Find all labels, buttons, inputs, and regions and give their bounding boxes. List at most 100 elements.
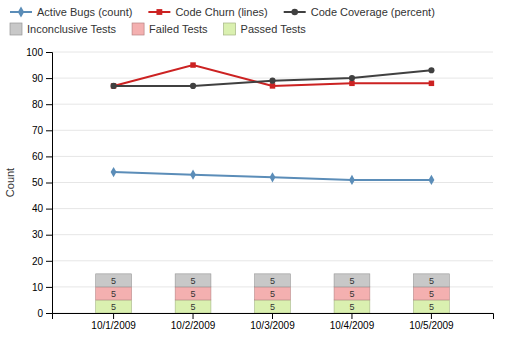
bar <box>96 300 132 313</box>
legend-label: Failed Tests <box>149 23 208 35</box>
legend-label: Code Coverage (percent) <box>311 6 435 18</box>
legend-item: Failed Tests <box>132 23 208 35</box>
bar <box>414 274 450 287</box>
tick-mark <box>46 183 52 184</box>
grid-line <box>52 156 493 157</box>
data-label: 5 <box>429 302 434 312</box>
tick-label: 90 <box>32 73 44 84</box>
tick: 0 <box>37 308 52 319</box>
bar <box>334 274 370 287</box>
tick-label: 20 <box>32 255 44 266</box>
data-label: 5 <box>270 289 275 299</box>
tick-mark <box>113 313 114 319</box>
legend-item: Code Coverage (percent) <box>284 6 435 18</box>
legend-item: Code Churn (lines) <box>148 6 267 18</box>
data-label: 5 <box>191 302 196 312</box>
bar <box>175 300 211 313</box>
grid-line <box>52 104 493 105</box>
legend-label: Inconclusive Tests <box>27 23 117 35</box>
tick-mark <box>46 52 52 53</box>
legend-marker <box>291 9 298 16</box>
data-label: 5 <box>191 289 196 299</box>
y-axis: 0 10 20 30 40 50 60 70 80 90 100 <box>26 47 52 319</box>
tick: 10/1/2009 <box>91 313 136 331</box>
tick-mark <box>431 313 432 319</box>
tick-mark <box>46 235 52 236</box>
data-label: 5 <box>111 302 116 312</box>
tick-label: 60 <box>32 151 44 162</box>
marker <box>190 170 196 180</box>
data-label: 5 <box>349 302 354 312</box>
tick-mark <box>46 104 52 105</box>
legend-label: Passed Tests <box>241 23 307 35</box>
x-axis: 10/1/200910/2/200910/3/200910/4/200910/5… <box>53 313 494 331</box>
data-label: 5 <box>349 289 354 299</box>
plot-marks <box>96 62 450 313</box>
marker <box>428 67 434 73</box>
bar <box>175 287 211 300</box>
tick-label: 0 <box>37 308 43 319</box>
tick: 100 <box>26 47 52 58</box>
tick: 60 <box>32 151 52 162</box>
bar <box>175 274 211 287</box>
tick: 90 <box>32 73 52 84</box>
grid-line <box>52 234 493 235</box>
tick-label: 10/1/2009 <box>91 320 136 331</box>
tick: 20 <box>32 255 52 266</box>
bar <box>414 287 450 300</box>
tick-label: 50 <box>32 177 44 188</box>
tick: 50 <box>32 177 52 188</box>
tick-mark <box>46 209 52 210</box>
tick-mark <box>46 156 52 157</box>
legend-swatch <box>132 23 144 35</box>
legend-label: Code Churn (lines) <box>175 6 267 18</box>
data-label: 5 <box>429 276 434 286</box>
tick-mark <box>46 130 52 131</box>
data-label: 5 <box>270 302 275 312</box>
marker <box>190 83 196 89</box>
bar <box>255 274 291 287</box>
marker <box>270 172 276 182</box>
tick: 30 <box>32 229 52 240</box>
legend-item: Active Bugs (count) <box>10 6 132 18</box>
line <box>114 65 432 86</box>
data-label: 5 <box>191 276 196 286</box>
tick-label: 80 <box>32 99 44 110</box>
marker <box>428 175 434 185</box>
legend-item: Inconclusive Tests <box>10 23 117 35</box>
legend-marker <box>18 7 24 18</box>
axis-line <box>46 53 53 314</box>
grid <box>52 52 493 313</box>
tick-mark <box>46 313 52 314</box>
tick: 10 <box>32 282 52 293</box>
data-label: 5 <box>349 276 354 286</box>
y-axis-title: Count <box>4 168 16 197</box>
tick: 70 <box>32 125 52 136</box>
tick: 80 <box>32 99 52 110</box>
marker <box>111 167 117 177</box>
tick-label: 100 <box>26 47 43 58</box>
tick-mark <box>46 261 52 262</box>
bar <box>96 287 132 300</box>
data-label: 5 <box>111 289 116 299</box>
tick-label: 10/2/2009 <box>171 320 216 331</box>
tick-mark <box>46 78 52 79</box>
tick-label: 30 <box>32 229 44 240</box>
tick-label: 10/3/2009 <box>250 320 295 331</box>
data-label: 5 <box>429 289 434 299</box>
marker <box>429 81 434 86</box>
tick: 10/3/2009 <box>250 313 295 331</box>
line <box>114 70 432 86</box>
legend-swatch <box>10 23 22 35</box>
chart: Active Bugs (count) Code Churn (lines) Cod… <box>0 0 509 343</box>
tick: 10/5/2009 <box>409 313 454 331</box>
bar <box>255 300 291 313</box>
tick: 40 <box>32 203 52 214</box>
marker <box>349 75 355 81</box>
tick-mark <box>46 287 52 288</box>
grid-line <box>52 260 493 261</box>
marker <box>349 175 355 185</box>
tick-mark <box>351 313 352 319</box>
legend-marker <box>156 9 162 15</box>
data-label: 5 <box>111 276 116 286</box>
